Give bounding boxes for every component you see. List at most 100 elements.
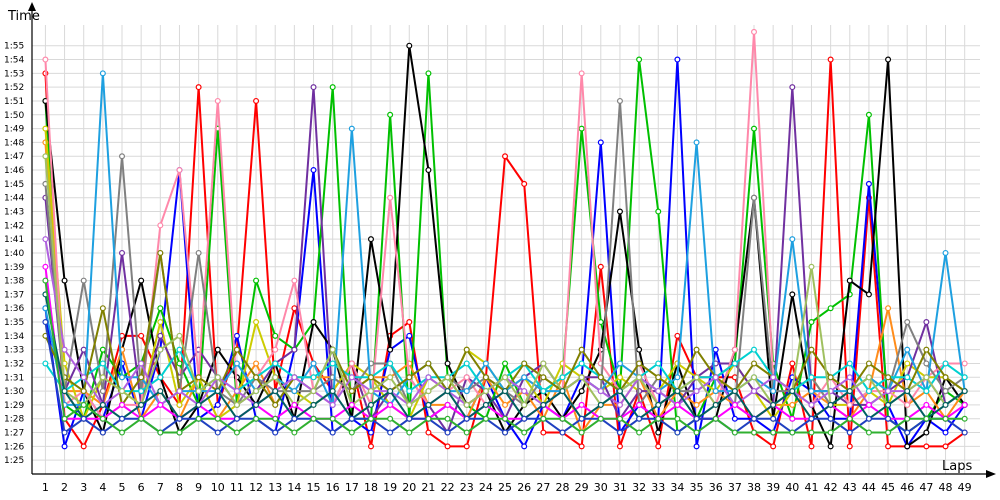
ticks: 1 2 3 4 5 6 7 8 9 10 11 12 13 14 15 16 17 18 19 20 21 22 23 24 2… [4,42,972,494]
data-point [674,429,681,436]
data-point [904,415,911,422]
data-point [770,415,777,422]
data-point [616,429,623,436]
data-point [597,388,604,395]
data-point [751,125,758,132]
data-point [157,305,164,312]
data-point [578,360,585,367]
data-point [329,388,336,395]
data-point [502,429,509,436]
data-point [770,401,777,408]
data-point [751,360,758,367]
data-point [904,346,911,353]
data-point [904,401,911,408]
data-point [214,401,221,408]
data-point [865,360,872,367]
data-point [578,125,585,132]
data-point [291,429,298,436]
data-point [310,360,317,367]
data-point [80,388,87,395]
data-point [751,429,758,436]
data-point [233,388,240,395]
data-point [138,332,145,339]
data-point [463,415,470,422]
data-point [521,374,528,381]
data-point [119,249,126,256]
y-tick-label: 1:36 [4,304,24,314]
x-tick-label: 24 [479,481,493,494]
data-point [961,388,968,395]
data-point [310,167,317,174]
x-tick-label: 4 [99,481,106,494]
data-point [463,401,470,408]
data-point [674,332,681,339]
x-tick-label: 48 [939,481,953,494]
data-point [42,153,49,160]
data-point [157,332,164,339]
x-tick-label: 43 [843,481,857,494]
data-point [865,429,872,436]
data-point [751,194,758,201]
data-point [214,374,221,381]
x-tick-label: 9 [195,481,202,494]
data-point [310,319,317,326]
data-point [827,56,834,63]
data-point [119,374,126,381]
x-tick-label: 12 [249,481,263,494]
x-tick-label: 7 [157,481,164,494]
data-point [885,388,892,395]
data-point [942,388,949,395]
data-point [482,360,489,367]
data-point [521,401,528,408]
data-point [846,277,853,284]
x-tick-label: 13 [268,481,282,494]
x-tick-label: 49 [958,481,972,494]
y-tick-label: 1:48 [4,138,24,148]
data-point [808,346,815,353]
data-point [616,401,623,408]
data-point [482,401,489,408]
data-point [789,84,796,91]
data-point [885,401,892,408]
y-tick-label: 1:45 [4,180,24,190]
data-point [846,401,853,408]
data-point [655,374,662,381]
data-point [99,415,106,422]
data-point [42,56,49,63]
data-point [444,401,451,408]
data-point [195,401,202,408]
data-point [463,443,470,450]
data-point [138,401,145,408]
data-point [655,429,662,436]
data-point [214,429,221,436]
data-point [636,401,643,408]
data-point [176,360,183,367]
data-point [904,374,911,381]
data-point [176,401,183,408]
data-point [444,429,451,436]
y-tick-label: 1:39 [4,263,24,273]
data-point [521,443,528,450]
data-point [310,401,317,408]
data-point [253,415,260,422]
data-point [559,429,566,436]
y-tick-label: 1:37 [4,290,24,300]
data-point [521,388,528,395]
y-tick-label: 1:52 [4,83,24,93]
data-point [655,208,662,215]
y-tick-label: 1:38 [4,277,24,287]
data-point [99,429,106,436]
data-point [406,319,413,326]
data-point [272,415,279,422]
data-point [578,374,585,381]
data-point [463,429,470,436]
data-point [616,208,623,215]
y-tick-label: 1:29 [4,401,24,411]
data-point [923,401,930,408]
x-tick-label: 40 [785,481,799,494]
data-point [176,332,183,339]
data-point [387,111,394,118]
x-tick-label: 11 [230,481,244,494]
data-point [61,429,68,436]
data-point [693,139,700,146]
